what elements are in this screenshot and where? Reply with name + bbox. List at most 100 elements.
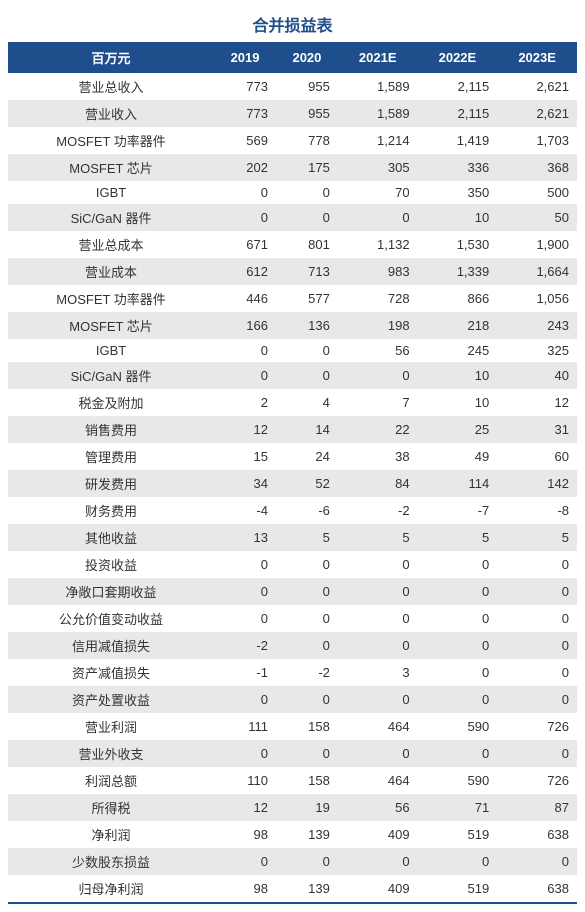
row-value: -2: [338, 497, 418, 524]
row-value: 612: [214, 258, 276, 285]
row-value: 726: [497, 767, 577, 794]
row-value: 638: [497, 875, 577, 903]
row-label: 营业成本: [8, 258, 214, 285]
row-value: 671: [214, 231, 276, 258]
row-label: 信用减值损失: [8, 632, 214, 659]
table-row: SiC/GaN 器件0001050: [8, 204, 577, 231]
row-value: 166: [214, 312, 276, 339]
row-value: 409: [338, 875, 418, 903]
row-value: 0: [497, 632, 577, 659]
row-value: 0: [276, 362, 338, 389]
row-value: 0: [338, 362, 418, 389]
row-label: MOSFET 芯片: [8, 312, 214, 339]
row-value: -2: [276, 659, 338, 686]
header-year: 2021E: [338, 42, 418, 73]
header-label: 百万元: [8, 42, 214, 73]
row-value: -7: [418, 497, 498, 524]
row-value: 0: [214, 686, 276, 713]
row-value: 84: [338, 470, 418, 497]
row-value: 5: [338, 524, 418, 551]
row-value: -1: [214, 659, 276, 686]
row-value: 983: [338, 258, 418, 285]
row-value: 2,115: [418, 73, 498, 100]
row-label: MOSFET 功率器件: [8, 285, 214, 312]
row-value: 1,589: [338, 73, 418, 100]
row-value: 98: [214, 875, 276, 903]
row-label: 利润总额: [8, 767, 214, 794]
row-value: 368: [497, 154, 577, 181]
row-label: 投资收益: [8, 551, 214, 578]
row-label: 公允价值变动收益: [8, 605, 214, 632]
row-value: 0: [497, 659, 577, 686]
row-value: 38: [338, 443, 418, 470]
row-value: 0: [497, 578, 577, 605]
row-value: 519: [418, 875, 498, 903]
row-value: 0: [497, 686, 577, 713]
row-value: 2,621: [497, 73, 577, 100]
row-value: 0: [418, 605, 498, 632]
row-label: 净利润: [8, 821, 214, 848]
row-value: 2,115: [418, 100, 498, 127]
table-row: 信用减值损失-20000: [8, 632, 577, 659]
row-value: 0: [497, 551, 577, 578]
row-value: 728: [338, 285, 418, 312]
row-value: 31: [497, 416, 577, 443]
row-value: -2: [214, 632, 276, 659]
row-value: 158: [276, 767, 338, 794]
row-value: 2: [214, 389, 276, 416]
row-value: 10: [418, 362, 498, 389]
row-value: 0: [214, 848, 276, 875]
table-row: IGBT0070350500: [8, 181, 577, 204]
table-row: 投资收益00000: [8, 551, 577, 578]
table-row: 公允价值变动收益00000: [8, 605, 577, 632]
row-value: 10: [418, 389, 498, 416]
row-value: 110: [214, 767, 276, 794]
row-value: 0: [276, 204, 338, 231]
row-value: 243: [497, 312, 577, 339]
row-value: 34: [214, 470, 276, 497]
row-value: 1,703: [497, 127, 577, 154]
row-value: 446: [214, 285, 276, 312]
row-value: 778: [276, 127, 338, 154]
row-label: MOSFET 功率器件: [8, 127, 214, 154]
row-value: 5: [497, 524, 577, 551]
row-value: 0: [338, 578, 418, 605]
header-year: 2020: [276, 42, 338, 73]
row-value: 139: [276, 875, 338, 903]
row-value: 0: [214, 605, 276, 632]
row-value: 955: [276, 73, 338, 100]
row-value: 1,900: [497, 231, 577, 258]
row-label: 净敞口套期收益: [8, 578, 214, 605]
row-value: 0: [338, 848, 418, 875]
row-value: 142: [497, 470, 577, 497]
row-value: 305: [338, 154, 418, 181]
row-value: 40: [497, 362, 577, 389]
row-value: 1,339: [418, 258, 498, 285]
row-value: 0: [338, 740, 418, 767]
row-value: 0: [497, 605, 577, 632]
row-value: 569: [214, 127, 276, 154]
row-value: 0: [276, 632, 338, 659]
table-row: MOSFET 芯片166136198218243: [8, 312, 577, 339]
row-value: 500: [497, 181, 577, 204]
row-label: IGBT: [8, 339, 214, 362]
row-value: 0: [276, 605, 338, 632]
row-value: 202: [214, 154, 276, 181]
table-row: IGBT0056245325: [8, 339, 577, 362]
table-row: 净敞口套期收益00000: [8, 578, 577, 605]
row-value: 0: [276, 181, 338, 204]
row-label: 归母净利润: [8, 875, 214, 903]
row-label: 销售费用: [8, 416, 214, 443]
row-value: 713: [276, 258, 338, 285]
row-value: 2,621: [497, 100, 577, 127]
row-value: 0: [214, 204, 276, 231]
row-value: 52: [276, 470, 338, 497]
row-label: 财务费用: [8, 497, 214, 524]
row-value: 10: [418, 204, 498, 231]
table-row: 所得税1219567187: [8, 794, 577, 821]
row-value: 19: [276, 794, 338, 821]
header-year: 2019: [214, 42, 276, 73]
row-value: 111: [214, 713, 276, 740]
table-row: 税金及附加2471012: [8, 389, 577, 416]
row-value: 12: [214, 416, 276, 443]
